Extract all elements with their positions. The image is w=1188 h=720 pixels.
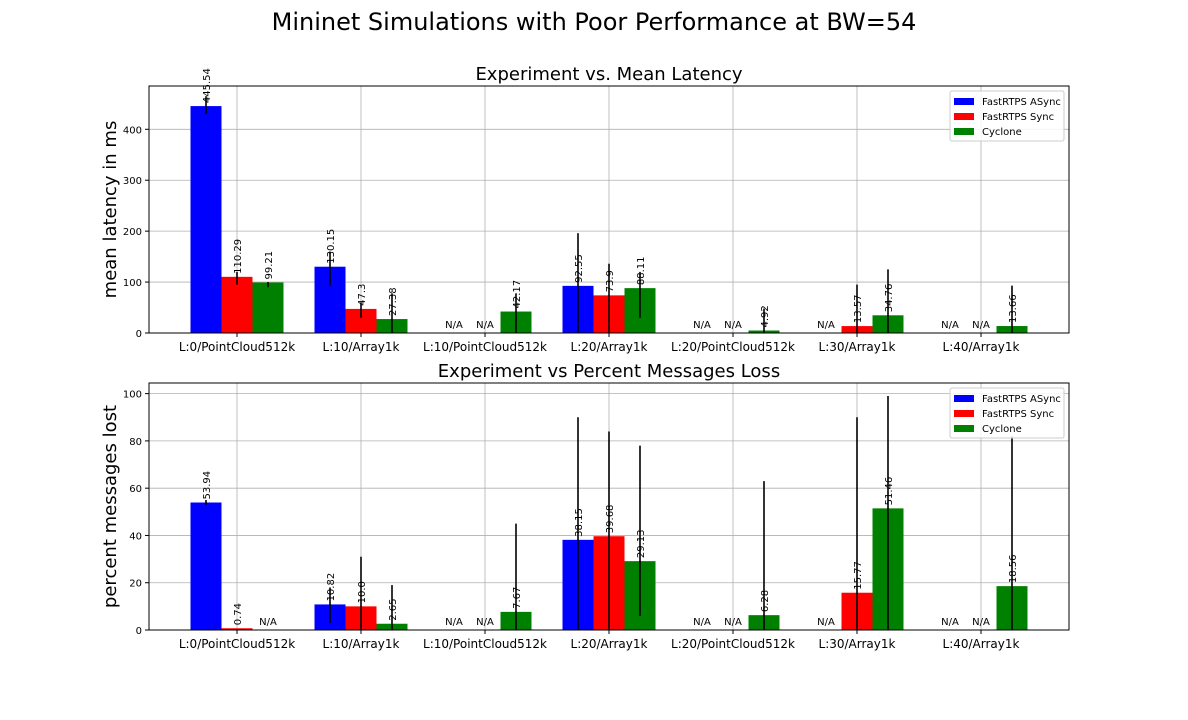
legend: FastRTPS ASync FastRTPS Sync Cyclone [949, 387, 1065, 439]
chart-title: Experiment vs. Mean Latency [475, 64, 742, 85]
x-tick-label: L:40/Array1k [943, 340, 1020, 354]
bar-cyclone [252, 282, 284, 333]
na-label: N/A [476, 320, 494, 331]
data-label: 88.11 [636, 256, 647, 285]
na-label: N/A [724, 320, 742, 331]
data-label: 10.0 [357, 581, 368, 603]
data-label: 10.82 [326, 573, 337, 602]
legend-label: FastRTPS ASync [982, 97, 1061, 108]
data-label: 39.68 [605, 505, 616, 534]
bar-fastrtps-sync [221, 628, 253, 630]
bar-fastrtps-async [190, 502, 222, 630]
data-label: 92.55 [574, 254, 585, 283]
data-label: 51.46 [884, 477, 895, 506]
x-tick-label: L:20/PointCloud512k [671, 637, 795, 651]
x-tick-label: L:10/Array1k [323, 637, 400, 651]
y-tick-label: 100 [123, 390, 142, 401]
na-label: N/A [693, 320, 711, 331]
legend-label: Cyclone [982, 127, 1022, 138]
x-tick-label: L:30/Array1k [819, 340, 896, 354]
data-label: 42.17 [512, 280, 523, 309]
y-tick-label: 80 [129, 437, 142, 448]
data-label: 130.15 [326, 229, 337, 264]
y-axis-label: mean latency in ms [100, 121, 121, 299]
data-label: 38.15 [574, 508, 585, 537]
legend-swatch [954, 425, 974, 432]
legend-swatch [954, 410, 974, 417]
legend-box [949, 90, 1065, 142]
legend-label: Cyclone [982, 424, 1022, 435]
x-tick-label: L:20/PointCloud512k [671, 340, 795, 354]
legend: FastRTPS ASync FastRTPS Sync Cyclone [949, 90, 1065, 142]
legend-swatch [954, 98, 974, 105]
na-label: N/A [941, 617, 959, 628]
y-tick-label: 60 [129, 484, 142, 495]
data-label: 13.66 [1008, 294, 1019, 323]
data-label: 47.3 [357, 284, 368, 306]
na-label: N/A [693, 617, 711, 628]
na-label: N/A [259, 617, 277, 628]
na-label: N/A [817, 320, 835, 331]
y-tick-label: 200 [123, 227, 142, 238]
y-tick-label: 0 [136, 329, 142, 340]
data-label: 13.57 [853, 294, 864, 323]
figure-title: Mininet Simulations with Poor Performanc… [271, 8, 917, 36]
x-tick-label: L:20/Array1k [571, 340, 648, 354]
na-label: N/A [941, 320, 959, 331]
y-tick-label: 300 [123, 176, 142, 187]
y-axis-label: percent messages lost [100, 405, 121, 608]
y-tick-label: 20 [129, 579, 142, 590]
data-label: 53.94 [202, 471, 213, 500]
na-label: N/A [445, 320, 463, 331]
x-tick-label: L:30/Array1k [819, 637, 896, 651]
chart-panel-2: 53.94 10.82 N/A 38.15 N/A N/A N/A 0.74 10.0 N/A 39… [100, 361, 1070, 651]
na-label: N/A [972, 320, 990, 331]
legend-swatch [954, 113, 974, 120]
data-label: 29.13 [636, 530, 647, 559]
bar-fastrtps-async [190, 106, 222, 333]
legend-swatch [954, 395, 974, 402]
x-tick-label: L:10/PointCloud512k [423, 340, 547, 354]
na-label: N/A [972, 617, 990, 628]
data-label: 7.67 [512, 587, 523, 609]
legend-swatch [954, 128, 974, 135]
legend-box [949, 387, 1065, 439]
bar-fastrtps-sync [221, 276, 253, 333]
data-label: 99.21 [264, 251, 275, 280]
data-label: 73.9 [605, 270, 616, 292]
data-label: 2.65 [388, 598, 399, 620]
legend-label: FastRTPS Sync [982, 409, 1054, 420]
data-label: 110.29 [233, 239, 244, 274]
legend-label: FastRTPS ASync [982, 394, 1061, 405]
x-tick-label: L:0/PointCloud512k [179, 340, 295, 354]
data-label: 4.92 [760, 305, 771, 327]
x-tick-label: L:10/PointCloud512k [423, 637, 547, 651]
data-label: 0.74 [233, 603, 244, 625]
na-label: N/A [476, 617, 494, 628]
data-label: 18.56 [1008, 554, 1019, 583]
y-tick-label: 100 [123, 278, 142, 289]
y-tick-label: 400 [123, 125, 142, 136]
legend-label: FastRTPS Sync [982, 112, 1054, 123]
x-tick-label: L:20/Array1k [571, 637, 648, 651]
data-label: 15.77 [853, 561, 864, 590]
y-tick-label: 0 [136, 626, 142, 637]
x-tick-label: L:10/Array1k [323, 340, 400, 354]
na-label: N/A [817, 617, 835, 628]
na-label: N/A [724, 617, 742, 628]
x-tick-label: L:0/PointCloud512k [179, 637, 295, 651]
data-label: 6.28 [760, 590, 771, 612]
data-label: 27.38 [388, 287, 399, 316]
x-tick-label: L:40/Array1k [943, 637, 1020, 651]
data-label: 34.76 [884, 284, 895, 313]
na-label: N/A [445, 617, 463, 628]
chart-title: Experiment vs Percent Messages Loss [438, 361, 780, 382]
y-tick-label: 40 [129, 531, 142, 542]
